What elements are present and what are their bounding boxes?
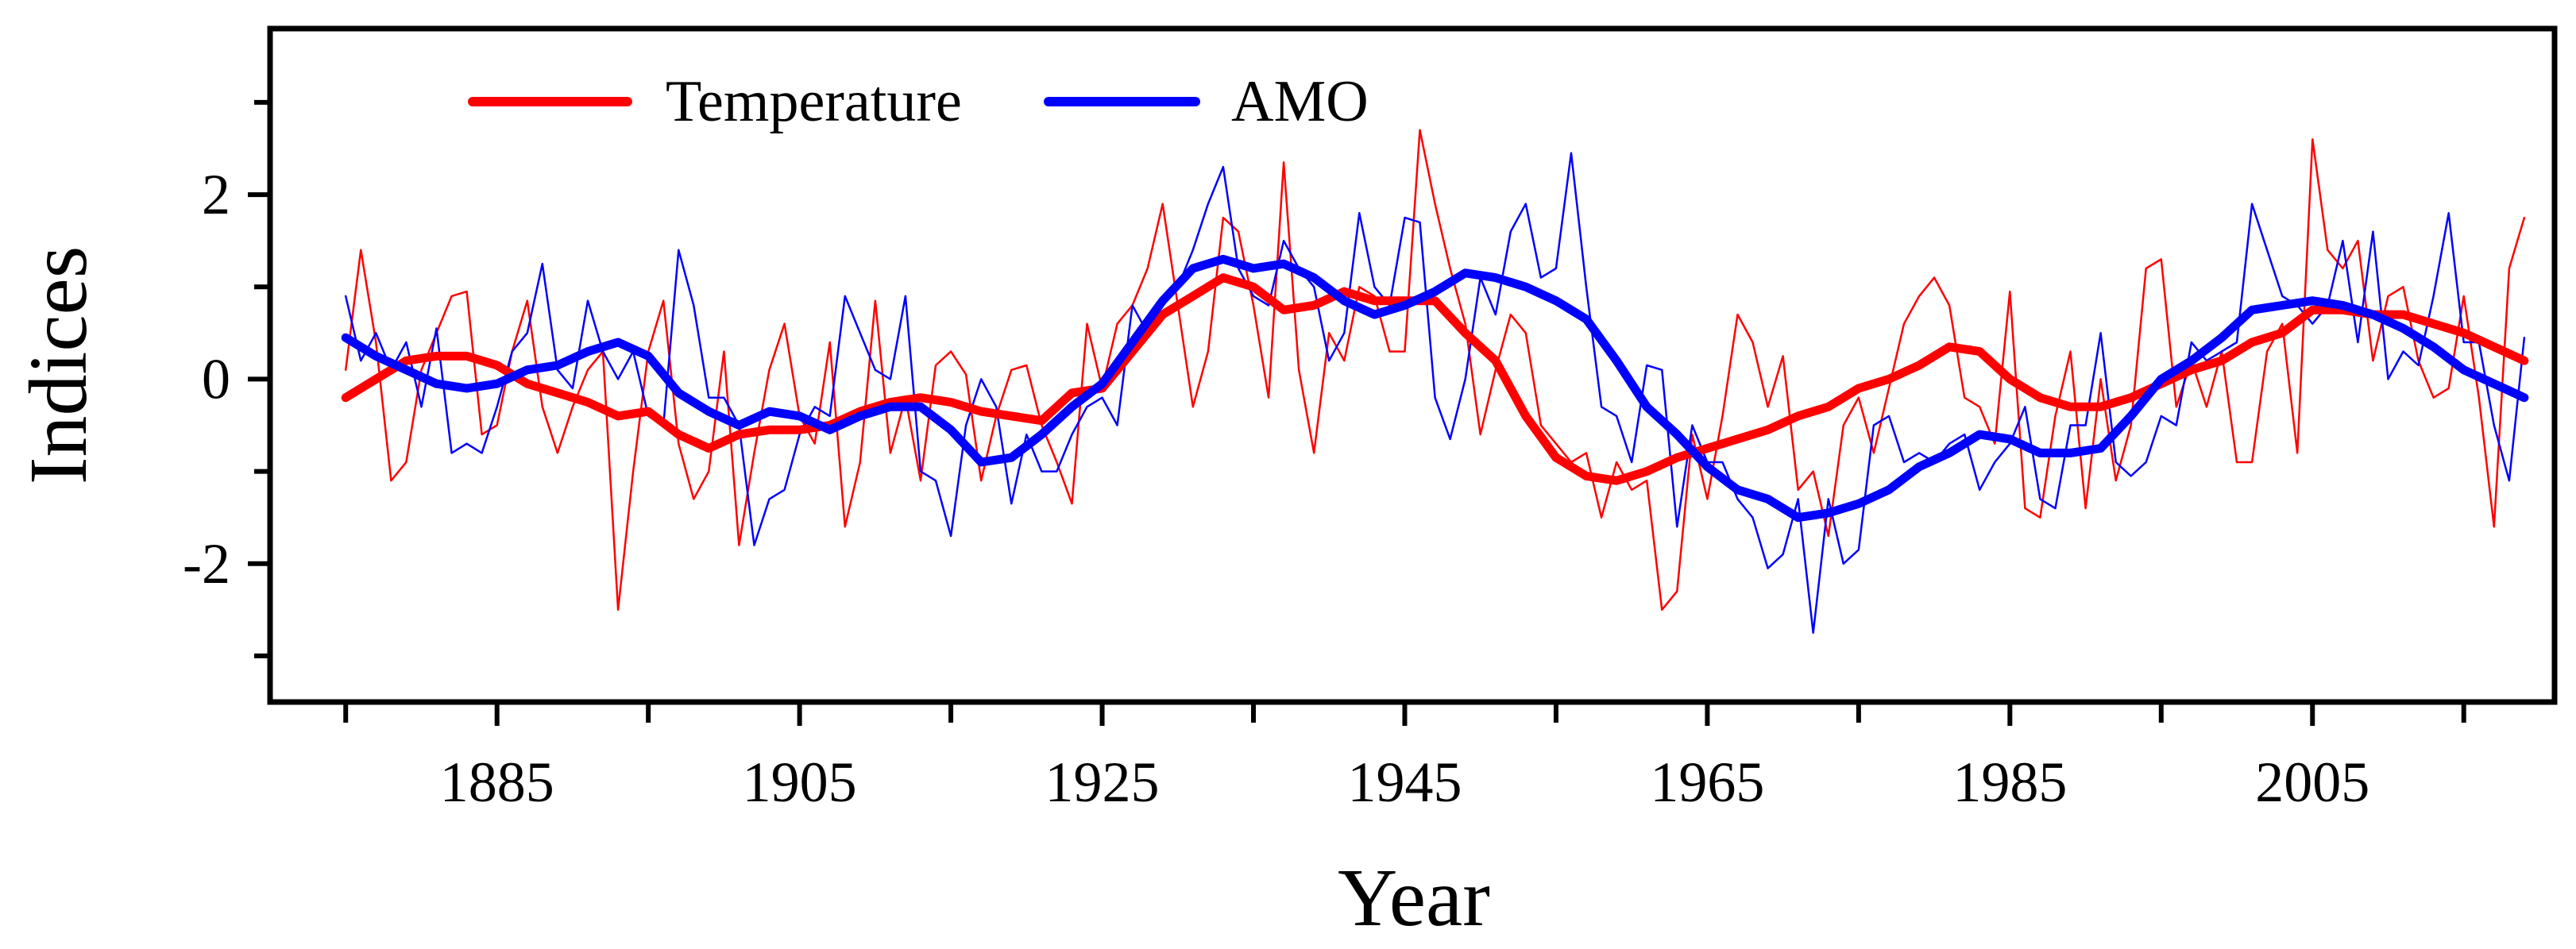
x-tick-label: 1925 — [1045, 750, 1160, 814]
y-tick-label: 0 — [202, 347, 230, 411]
x-tick-label: 1965 — [1650, 750, 1764, 814]
thin-line-amo-annual — [344, 152, 2526, 635]
thin-line-temperature-annual — [344, 129, 2526, 611]
x-tick-label: 1905 — [743, 750, 857, 814]
legend: Temperature AMO — [468, 69, 1369, 134]
x-tick-label: 1945 — [1347, 750, 1462, 814]
smoothed-line-amo — [341, 254, 2529, 523]
legend-amo-label: AMO — [1231, 69, 1369, 134]
plot-frame — [267, 25, 2558, 705]
legend-temperature-label: Temperature — [666, 69, 962, 134]
y-tick-label: -2 — [183, 532, 230, 596]
x-axis-title: Year — [1338, 852, 1490, 943]
y-tick-label: 2 — [202, 163, 230, 226]
x-tick-label: 2005 — [2255, 750, 2369, 814]
y-axis-title: Indices — [13, 246, 104, 484]
x-tick-label: 1885 — [440, 750, 554, 814]
x-tick-label: 1985 — [1952, 750, 2067, 814]
